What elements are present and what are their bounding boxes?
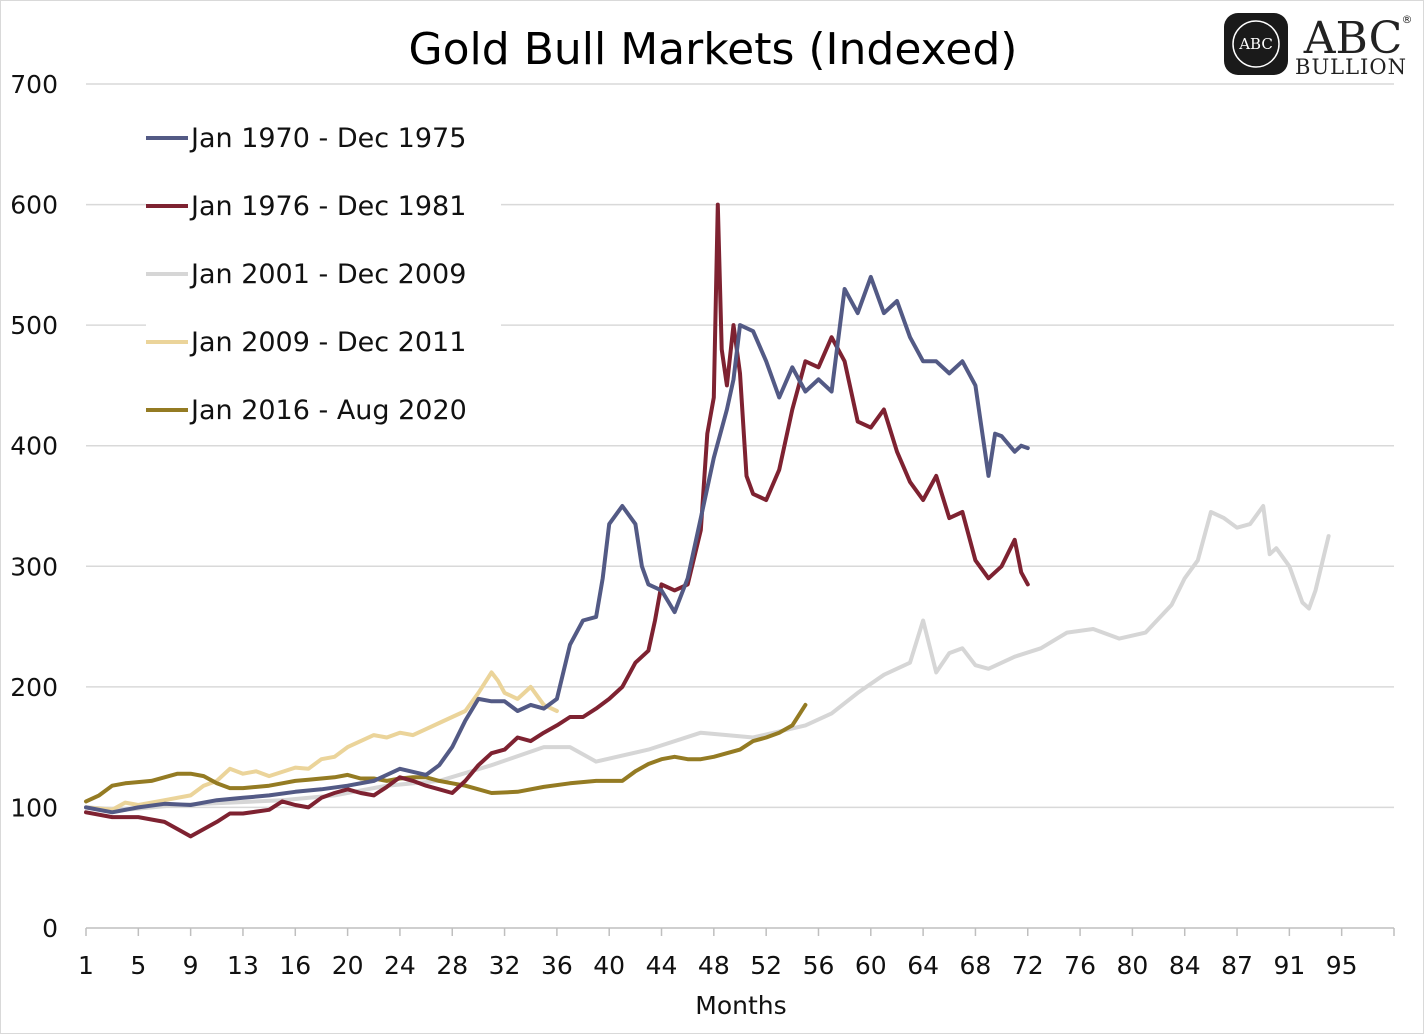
legend: Jan 1970 - Dec 1975 Jan 1976 - Dec 1981 Ja…: [146, 111, 501, 435]
series-lines: [84, 202, 1331, 839]
series-line-3: [84, 670, 559, 812]
logo-mark-text: ABC: [1238, 35, 1273, 53]
x-tick-label: 1: [78, 951, 94, 980]
x-tick-label: 52: [750, 951, 782, 980]
legend-bg: [146, 247, 501, 299]
series-line-4: [84, 702, 808, 804]
x-tick-label: 60: [855, 951, 887, 980]
y-tick-label: 200: [10, 673, 58, 702]
y-tick-label: 600: [10, 191, 58, 220]
x-tick-label: 87: [1221, 951, 1253, 980]
x-tick-label: 32: [489, 951, 521, 980]
x-tick-label: 16: [279, 951, 311, 980]
x-tick-label: 80: [1116, 951, 1148, 980]
legend-label: Jan 2001 - Dec 2009: [189, 259, 466, 290]
x-tick-label: 91: [1273, 951, 1305, 980]
x-tick-label: 13: [227, 951, 259, 980]
x-tick-label: 48: [698, 951, 730, 980]
x-tick-label: 5: [130, 951, 146, 980]
x-axis-title: Months: [695, 991, 786, 1020]
y-tick-label: 500: [10, 311, 58, 340]
y-tick-label: 0: [42, 914, 58, 943]
x-tick-label: 56: [803, 951, 835, 980]
legend-label: Jan 1970 - Dec 1975: [189, 123, 466, 154]
series-line-0: [84, 274, 1030, 815]
abc-bullion-logo: ABC ABC ® BULLION: [1224, 13, 1413, 79]
x-tick-label: 72: [1012, 951, 1044, 980]
x-tick-label: 64: [907, 951, 939, 980]
x-tick-label: 28: [436, 951, 468, 980]
x-tick-label: 76: [1064, 951, 1096, 980]
chart-title: Gold Bull Markets (Indexed): [409, 24, 1018, 75]
logo-ring: [1232, 20, 1280, 68]
x-tick-label: 9: [183, 951, 199, 980]
legend-bg: [146, 315, 501, 367]
x-axis-ticks: 1 5 9 13 16 20 24 28 32 36 40 44 48 52 56 60 64 68 72 76 80 8…: [78, 928, 1395, 980]
y-tick-label: 300: [10, 552, 58, 581]
legend-label: Jan 2009 - Dec 2011: [189, 327, 466, 358]
legend-bg: [146, 111, 501, 163]
logo-tagline-text: BULLION: [1295, 55, 1407, 79]
y-tick-label: 100: [10, 793, 58, 822]
legend-label: Jan 1976 - Dec 1981: [189, 191, 466, 222]
logo-brand-text: ABC: [1303, 13, 1403, 64]
y-axis-ticks: 0 100 200 300 400 500 600 700: [10, 70, 58, 943]
x-tick-label: 44: [646, 951, 678, 980]
x-tick-label: 36: [541, 951, 573, 980]
legend-bg: [146, 383, 501, 435]
x-tick-label: 24: [384, 951, 416, 980]
series-line-1: [84, 202, 1030, 839]
registered-mark: ®: [1402, 13, 1413, 26]
series-line-2: [84, 504, 1331, 812]
y-tick-label: 400: [10, 432, 58, 461]
x-tick-label: 40: [593, 951, 625, 980]
x-tick-label: 84: [1169, 951, 1201, 980]
legend-label: Jan 2016 - Aug 2020: [189, 395, 467, 426]
legend-bg: [146, 179, 501, 231]
x-tick-label: 95: [1326, 951, 1358, 980]
y-tick-label: 700: [10, 70, 58, 99]
x-tick-label: 68: [960, 951, 992, 980]
x-tick-label: 20: [332, 951, 364, 980]
